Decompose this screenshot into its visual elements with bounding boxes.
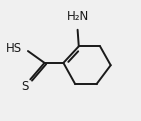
Text: S: S	[22, 80, 29, 93]
Text: H₂N: H₂N	[66, 10, 89, 23]
Text: HS: HS	[6, 42, 22, 55]
